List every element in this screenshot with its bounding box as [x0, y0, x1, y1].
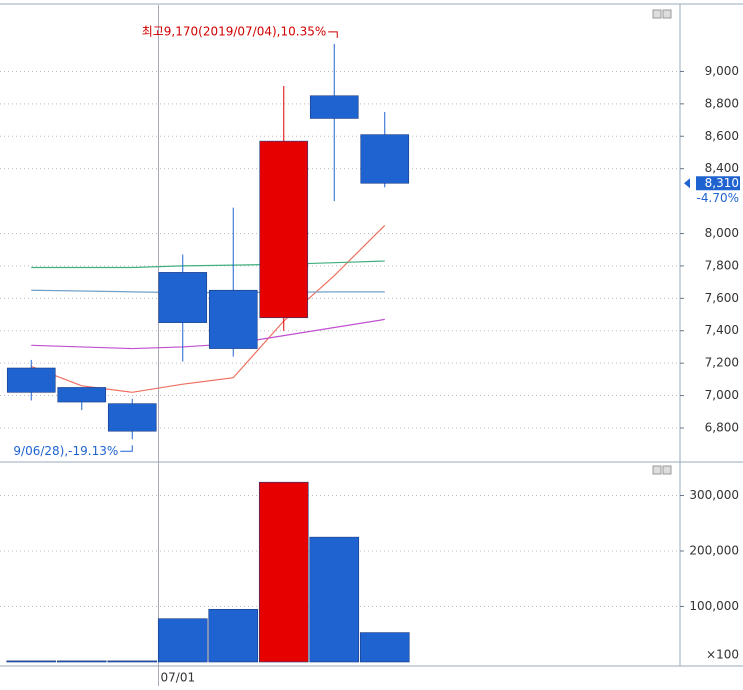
volume-bar	[309, 536, 360, 663]
candle-body	[57, 387, 107, 403]
panel-button[interactable]	[652, 465, 662, 475]
volume-bar	[6, 660, 57, 663]
candle-body	[309, 95, 359, 119]
unit-label: ×100	[706, 648, 739, 662]
volume-bar	[258, 481, 309, 663]
candle-body	[6, 367, 56, 393]
candle-body	[259, 140, 309, 319]
annotation-arrow	[120, 445, 133, 452]
y-tick-label: 7,200	[705, 356, 739, 370]
y-tick-label: 8,400	[705, 161, 739, 175]
price-change-label: -4.70%	[697, 191, 739, 205]
moving-average-line	[31, 318, 385, 350]
high-annotation: 최고9,170(2019/07/04),10.35%	[142, 24, 327, 38]
moving-average-line	[31, 289, 385, 294]
panel-button[interactable]	[652, 9, 662, 19]
y-tick-label: 7,000	[705, 388, 739, 402]
y-tick-label: 300,000	[689, 488, 739, 502]
price-tag-label: 8,310	[705, 176, 739, 190]
y-tick-label: 200,000	[689, 544, 739, 558]
annotation-arrow	[328, 31, 338, 38]
candle-body	[107, 403, 157, 432]
candle-body	[158, 272, 208, 323]
y-tick-label: 100,000	[689, 599, 739, 613]
y-tick-label: 9,000	[705, 64, 739, 78]
x-tick-label: 07/01	[161, 671, 196, 685]
panel-button[interactable]	[662, 9, 672, 19]
y-tick-label: 8,800	[705, 96, 739, 110]
panel-button[interactable]	[662, 465, 672, 475]
y-tick-label: 6,800	[705, 420, 739, 434]
y-tick-label: 7,400	[705, 323, 739, 337]
y-tick-label: 7,600	[705, 291, 739, 305]
candle-body	[360, 134, 410, 184]
volume-bar	[208, 608, 259, 663]
candle-body	[208, 289, 258, 349]
low-annotation: 9/06/28),-19.13%	[13, 444, 118, 458]
moving-average-line	[31, 260, 385, 269]
volume-bar	[157, 618, 208, 663]
volume-bar	[56, 660, 107, 663]
volume-bar	[107, 660, 158, 663]
moving-average-line	[31, 224, 386, 393]
price-tag	[696, 176, 740, 191]
y-tick-label: 8,000	[705, 226, 739, 240]
price-pointer	[684, 178, 690, 189]
y-tick-label: 7,800	[705, 258, 739, 272]
y-tick-label: 8,600	[705, 129, 739, 143]
volume-bar	[359, 632, 410, 663]
